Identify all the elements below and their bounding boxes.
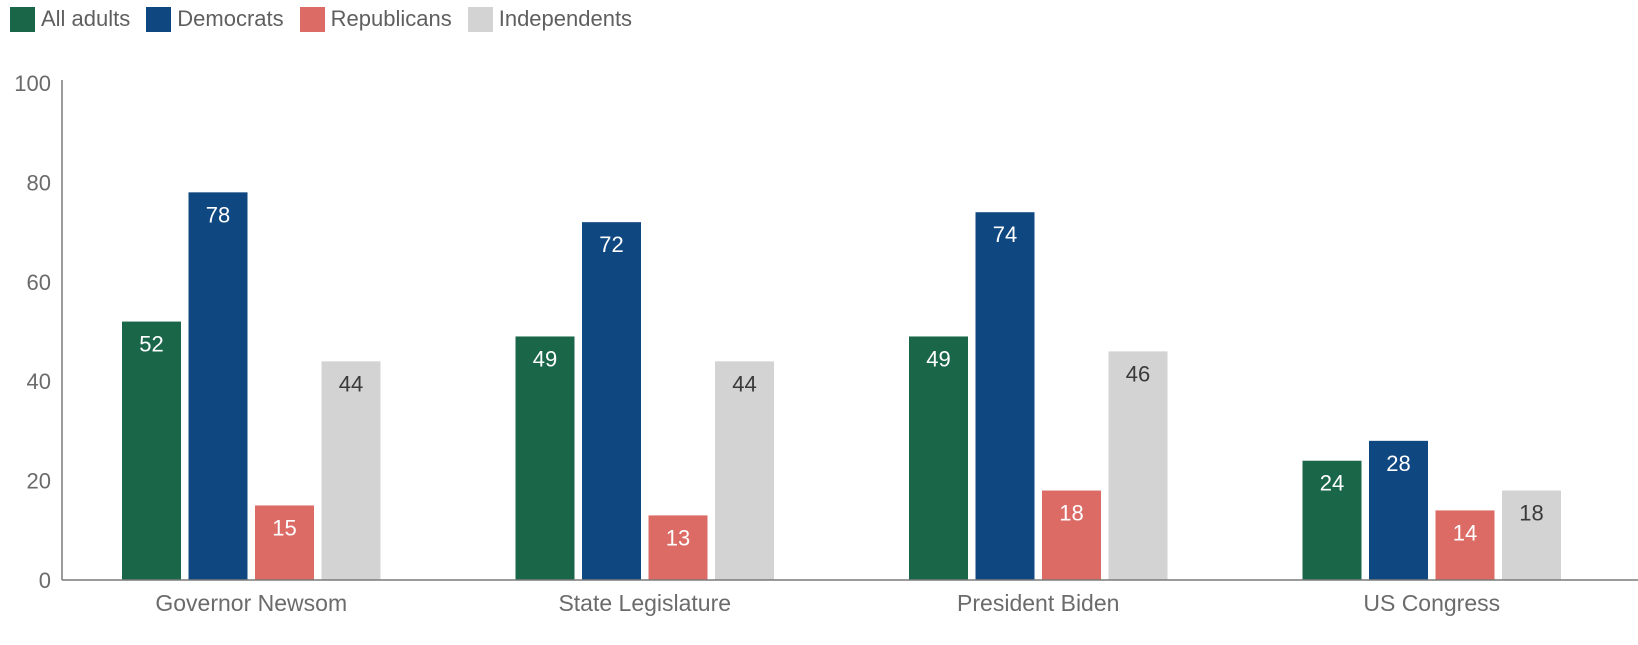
legend-swatch-democrats xyxy=(146,6,172,32)
bar-value-label: 15 xyxy=(272,515,296,540)
bar xyxy=(648,515,708,580)
x-category-label: President Biden xyxy=(957,590,1119,616)
legend-label-democrats: Democrats xyxy=(177,6,284,31)
chart-legend: All adults Democrats Republicans Indepen… xyxy=(10,4,632,34)
y-axis: 0 20 40 60 80 100 xyxy=(14,71,63,593)
bar-value-label: 44 xyxy=(339,371,363,396)
bar xyxy=(1502,490,1561,580)
y-tick-label: 40 xyxy=(27,369,51,394)
bars: 52 78 15 44 49 72 13 44 49 74 18 46 24 28 14 18 xyxy=(122,192,1561,580)
bar-value-label: 78 xyxy=(206,202,230,227)
bar-value-label: 46 xyxy=(1126,361,1150,386)
bar-value-label: 49 xyxy=(926,346,950,371)
bar-value-label: 49 xyxy=(533,346,557,371)
bar xyxy=(188,192,248,580)
legend-item-all-adults: All adults xyxy=(10,6,130,32)
legend-label-republicans: Republicans xyxy=(330,6,452,31)
y-tick-label: 80 xyxy=(27,170,51,195)
legend-label-all-adults: All adults xyxy=(41,6,131,31)
bar xyxy=(1302,460,1362,580)
bar xyxy=(909,336,968,580)
bar xyxy=(1108,351,1168,580)
x-axis: Governor Newsom State Legislature Presiden… xyxy=(62,579,1638,616)
bar-value-label: 28 xyxy=(1386,451,1410,476)
legend-item-republicans: Republicans xyxy=(299,6,452,32)
x-category-label: US Congress xyxy=(1363,590,1500,616)
y-tick-label: 20 xyxy=(27,469,51,494)
bar-value-label: 44 xyxy=(732,371,756,396)
y-tick-label: 60 xyxy=(27,270,51,295)
bar-value-label: 18 xyxy=(1059,501,1083,526)
y-tick-label: 0 xyxy=(39,568,51,593)
bar xyxy=(1369,440,1428,580)
legend-swatch-independents xyxy=(467,6,493,32)
bar xyxy=(515,336,575,580)
bar-value-label: 24 xyxy=(1320,471,1344,496)
bar xyxy=(321,361,381,580)
bar-value-label: 14 xyxy=(1453,520,1477,545)
bar xyxy=(715,361,774,580)
legend-swatch-all-adults xyxy=(10,6,35,32)
bar-value-label: 72 xyxy=(599,232,623,257)
legend-item-democrats: Democrats xyxy=(146,6,284,32)
bar-value-label: 18 xyxy=(1519,501,1543,526)
legend-label-independents: Independents xyxy=(498,6,633,31)
bar xyxy=(975,212,1035,580)
bar-value-label: 13 xyxy=(666,525,690,550)
bar xyxy=(582,222,641,580)
x-category-label: Governor Newsom xyxy=(155,590,347,616)
bar xyxy=(1042,490,1101,580)
bar xyxy=(255,505,314,580)
bar xyxy=(1435,510,1495,580)
bar-value-label: 52 xyxy=(139,332,163,357)
y-tick-label: 100 xyxy=(14,71,51,96)
bar-value-label: 74 xyxy=(993,222,1017,247)
bar xyxy=(122,321,181,580)
legend-item-independents: Independents xyxy=(467,6,633,32)
x-category-label: State Legislature xyxy=(558,590,731,616)
legend-swatch-republicans xyxy=(299,6,325,32)
